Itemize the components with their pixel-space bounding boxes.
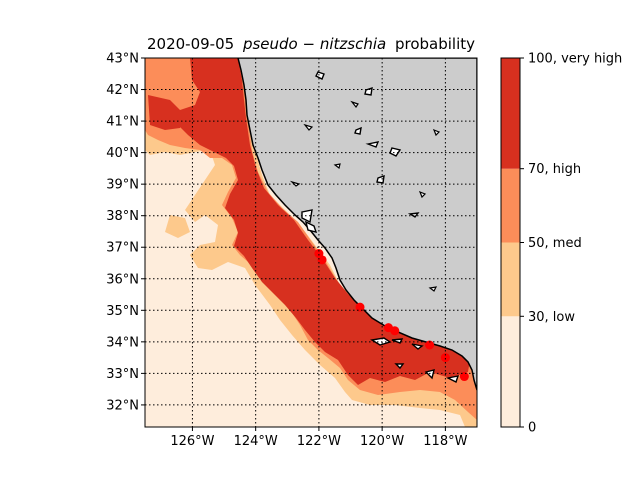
chart-title: 2020-09-05 pseudo − nitzschia probabilit… bbox=[147, 35, 475, 53]
title-date: 2020-09-05 bbox=[147, 35, 234, 53]
colorbar-segment bbox=[501, 168, 520, 243]
x-tick-label: 124°W bbox=[234, 434, 278, 449]
x-tick-label: 126°W bbox=[170, 434, 214, 449]
map-area bbox=[145, 58, 477, 427]
y-tick-label: 41°N bbox=[106, 115, 139, 130]
land-lakes bbox=[289, 100, 441, 292]
prob-band-high bbox=[170, 58, 470, 385]
prob-band-low-2 bbox=[165, 215, 190, 238]
colorbar-segment bbox=[501, 316, 520, 427]
title-suffix: probability bbox=[395, 35, 475, 53]
y-axis: 32°N 33°N 34°N 35°N 36°N 37°N 38°N 39°N 40°N 41°N… bbox=[106, 52, 145, 413]
x-tick-label: 120°W bbox=[360, 434, 404, 449]
y-tick-label: 40°N bbox=[106, 146, 139, 161]
x-tick-label: 118°W bbox=[423, 434, 467, 449]
observation-point bbox=[425, 340, 435, 350]
y-tick-label: 32°N bbox=[106, 398, 139, 413]
y-tick-label: 43°N bbox=[106, 52, 139, 67]
y-tick-label: 42°N bbox=[106, 83, 139, 98]
grid-lines bbox=[145, 58, 477, 427]
colorbar-label: 100, very high bbox=[528, 52, 622, 67]
observation-point bbox=[459, 372, 469, 382]
x-tick-label: 122°W bbox=[297, 434, 341, 449]
y-tick-label: 33°N bbox=[106, 367, 139, 382]
colorbar-label: 0 bbox=[528, 421, 536, 436]
x-axis: 126°W 124°W 122°W 120°W 118°W bbox=[170, 427, 468, 449]
colorbar: 0 30, low 50, med 70, high 100, very high bbox=[500, 52, 622, 436]
colorbar-segment bbox=[501, 58, 520, 169]
land-mass bbox=[237, 58, 477, 391]
colorbar-label: 30, low bbox=[528, 310, 575, 325]
y-tick-label: 38°N bbox=[106, 209, 139, 224]
y-tick-label: 35°N bbox=[106, 304, 139, 319]
observation-points bbox=[314, 249, 469, 382]
y-tick-label: 39°N bbox=[106, 178, 139, 193]
map-frame bbox=[144, 57, 478, 428]
y-tick-label: 36°N bbox=[106, 272, 139, 287]
observation-point bbox=[355, 302, 365, 312]
observation-point bbox=[440, 353, 450, 363]
y-tick-label: 34°N bbox=[106, 335, 139, 350]
title-species: pseudo − nitzschia bbox=[242, 35, 386, 53]
colorbar-label: 70, high bbox=[528, 162, 581, 177]
observation-point bbox=[390, 326, 400, 336]
colorbar-segment bbox=[501, 242, 520, 317]
observation-point bbox=[317, 255, 327, 265]
y-tick-label: 37°N bbox=[106, 241, 139, 256]
colorbar-label: 50, med bbox=[528, 236, 582, 251]
